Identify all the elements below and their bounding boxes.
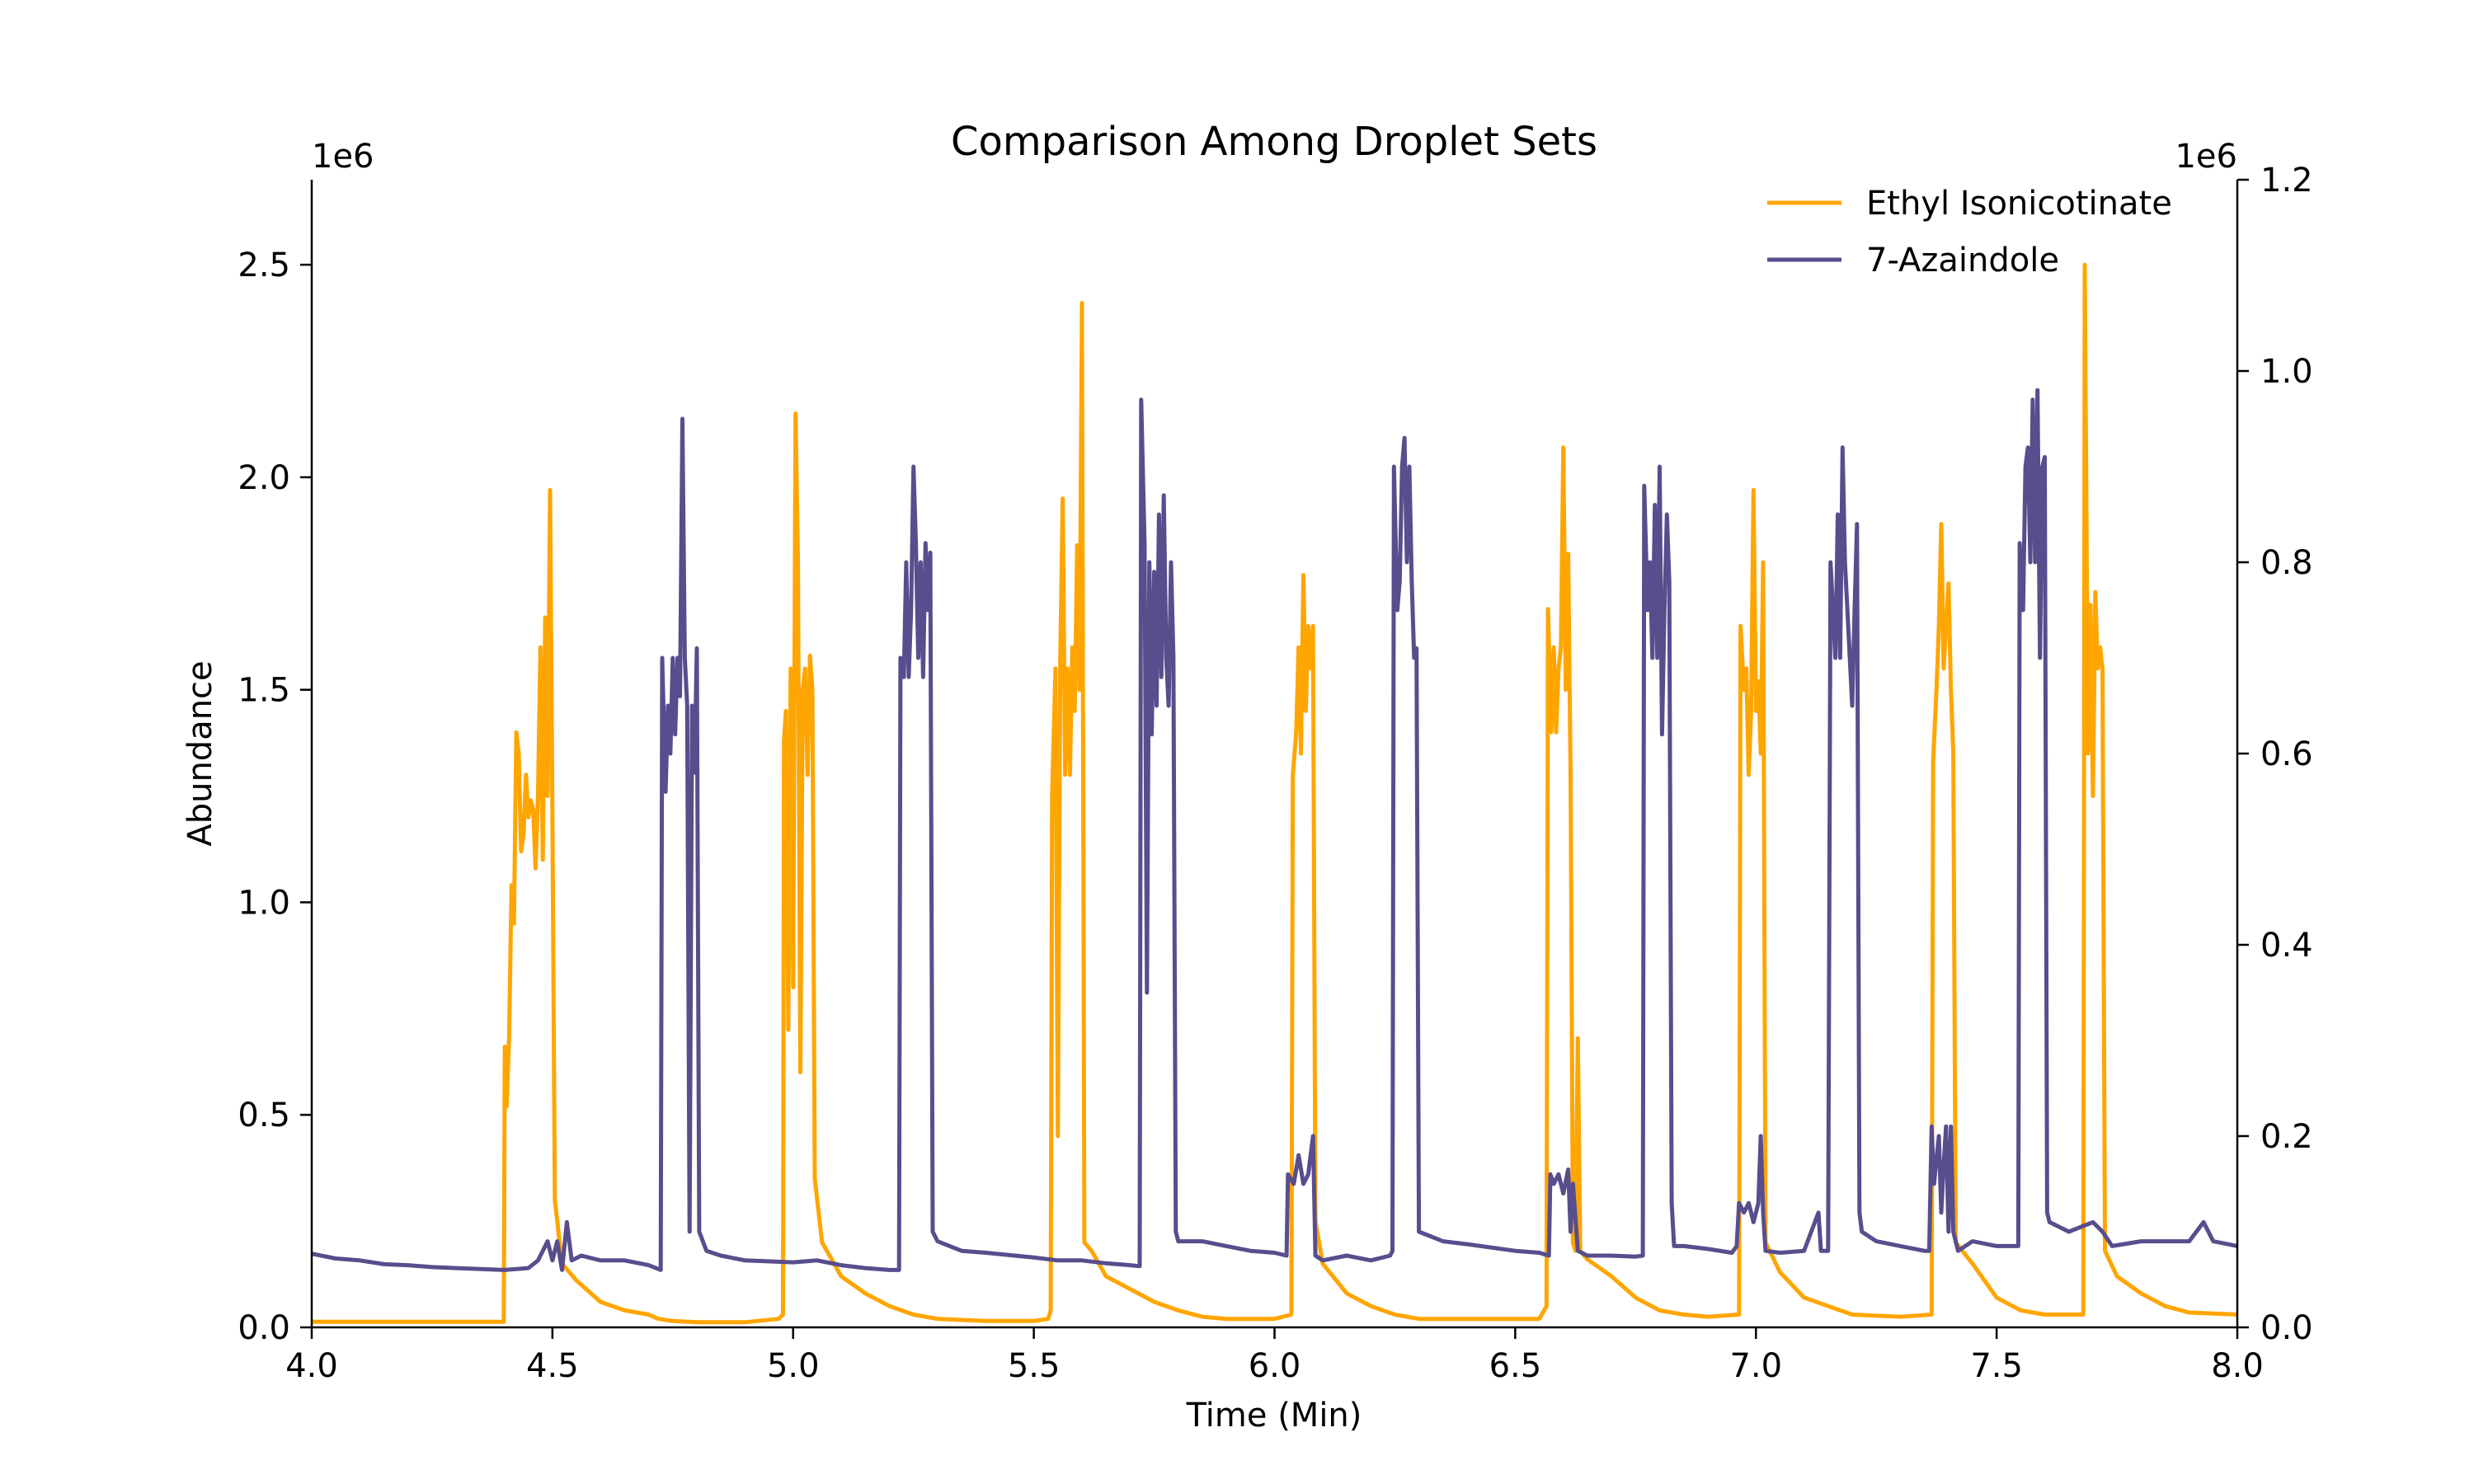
series-line-ethyl-isonicotinate xyxy=(312,262,2238,1325)
left-y-axis-ticks: 0.0 0.5 1.0 1.5 2.0 2.5 xyxy=(238,247,312,1347)
left-y-tick-label: 0.5 xyxy=(238,1097,290,1134)
legend-label-ethyl-isonicotinate: Ethyl Isonicotinate xyxy=(1866,185,2172,223)
right-y-tick-label: 0.6 xyxy=(2260,735,2313,773)
left-y-tick-label: 1.0 xyxy=(238,884,290,922)
left-y-tick-label: 1.5 xyxy=(238,672,290,710)
x-tick-label: 8.0 xyxy=(2211,1347,2264,1385)
x-tick-label: 7.0 xyxy=(1729,1347,1782,1385)
x-tick-label: 7.5 xyxy=(1970,1347,2023,1385)
left-y-tick-label: 2.5 xyxy=(238,247,290,284)
series-line-7-azaindole xyxy=(311,387,2238,1272)
right-y-tick-label: 1.2 xyxy=(2260,162,2313,200)
right-y-tick-label: 0.8 xyxy=(2260,544,2313,582)
legend-label-7-azaindole: 7-Azaindole xyxy=(1866,242,2059,279)
y-axis-label: Abundance xyxy=(181,660,219,846)
chart-title: Comparison Among Droplet Sets xyxy=(951,119,1597,165)
x-tick-label: 4.5 xyxy=(526,1347,579,1385)
right-axis-offset-text: 1e6 xyxy=(2175,138,2237,176)
x-tick-label: 5.0 xyxy=(767,1347,820,1385)
series-layer xyxy=(311,262,2238,1325)
left-y-tick-label: 2.0 xyxy=(238,459,290,497)
x-tick-label: 4.0 xyxy=(285,1347,338,1385)
left-axis-offset-text: 1e6 xyxy=(312,138,374,176)
x-tick-label: 6.0 xyxy=(1249,1347,1301,1385)
right-y-tick-label: 0.2 xyxy=(2260,1118,2313,1156)
right-y-axis-ticks: 0.0 0.2 0.4 0.6 0.8 1.0 1.2 xyxy=(2237,162,2313,1347)
x-tick-label: 6.5 xyxy=(1489,1347,1542,1385)
right-y-tick-label: 1.0 xyxy=(2260,353,2313,391)
x-axis-label: Time (Min) xyxy=(1186,1397,1362,1435)
right-y-tick-label: 0.4 xyxy=(2260,927,2313,965)
right-y-tick-label: 0.0 xyxy=(2260,1309,2313,1347)
x-axis-ticks: 4.0 4.5 5.0 5.5 6.0 6.5 7.0 7.5 8.0 xyxy=(285,1327,2264,1385)
left-y-tick-label: 0.0 xyxy=(238,1309,290,1347)
legend: Ethyl Isonicotinate 7-Azaindole xyxy=(1767,185,2172,279)
x-tick-label: 5.5 xyxy=(1008,1347,1061,1385)
